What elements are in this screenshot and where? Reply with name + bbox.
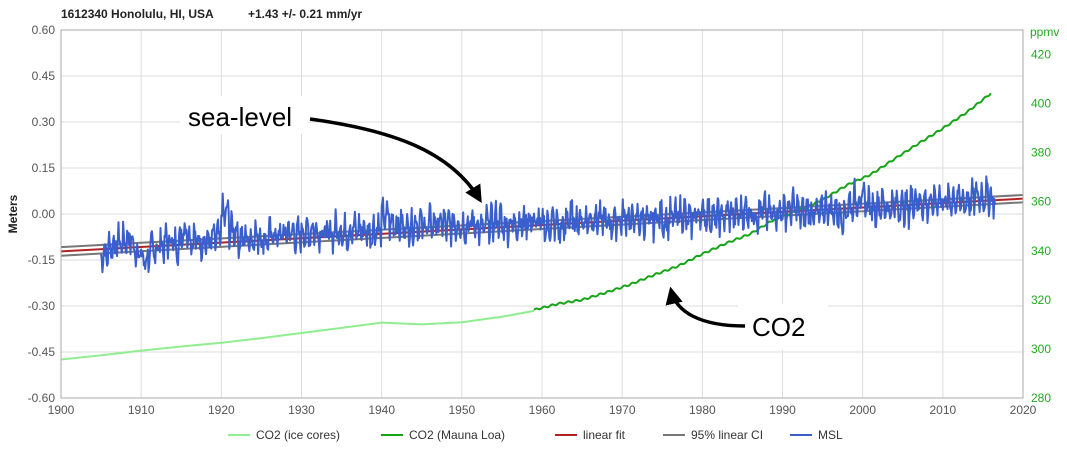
x-axis-ticks: 1900 1910 1920 1930 1940 1950 1960 1970 1980 1990… xyxy=(48,403,1037,417)
x-tick-label: 2010 xyxy=(929,403,956,417)
y-tick-label: 0.45 xyxy=(32,69,56,83)
annotation-co2-box xyxy=(738,304,828,350)
y2-tick-label: 420 xyxy=(1031,48,1051,62)
ci-lower-line xyxy=(61,201,1023,257)
x-tick-label: 2000 xyxy=(849,403,876,417)
annotation-sea-level: sea-level xyxy=(188,102,292,132)
legend: CO2 (ice cores) CO2 (Mauna Loa) linear fit… xyxy=(228,428,843,442)
x-tick-label: 1950 xyxy=(448,403,475,417)
y2-tick-label: 340 xyxy=(1031,244,1051,258)
y2-tick-label: 380 xyxy=(1031,146,1051,160)
y-tick-label: 0.30 xyxy=(32,115,56,129)
y-tick-label: 0.00 xyxy=(32,207,56,221)
chart-title-station: 1612340 Honolulu, HI, USA xyxy=(61,7,214,21)
left-axis-ticks: 0.60 0.45 0.30 0.15 0.00 -0.15 -0.30 -0.45 -0.60 xyxy=(28,23,56,405)
y-axis-label: Meters xyxy=(6,194,20,233)
legend-label: CO2 (Mauna Loa) xyxy=(409,428,505,442)
x-tick-label: 1960 xyxy=(529,403,556,417)
y-tick-label: -0.45 xyxy=(28,345,56,359)
x-tick-label: 1980 xyxy=(689,403,716,417)
legend-label: CO2 (ice cores) xyxy=(256,428,340,442)
plot-frame xyxy=(60,29,1024,399)
y-tick-label: -0.60 xyxy=(28,391,56,405)
co2-arrow xyxy=(665,286,746,328)
linear-fit-line xyxy=(61,197,1023,253)
right-axis-label: ppmv xyxy=(1030,25,1059,39)
y-tick-label: -0.15 xyxy=(28,253,56,267)
y2-tick-label: 280 xyxy=(1031,391,1051,405)
annotation-co2: CO2 xyxy=(752,312,805,342)
right-axis-ticks: 420 400 380 360 340 320 300 280 xyxy=(1031,48,1051,405)
legend-label: 95% linear CI xyxy=(691,428,763,442)
legend-item: linear fit xyxy=(555,428,626,442)
x-tick-label: 1920 xyxy=(208,403,235,417)
x-tick-label: 1930 xyxy=(288,403,315,417)
x-tick-label: 1940 xyxy=(368,403,395,417)
x-tick-label: 2020 xyxy=(1010,403,1037,417)
legend-label: linear fit xyxy=(583,428,626,442)
x-tick-label: 1990 xyxy=(769,403,796,417)
legend-item: CO2 (ice cores) xyxy=(228,428,340,442)
msl-line xyxy=(100,175,996,274)
y2-tick-label: 400 xyxy=(1031,97,1051,111)
legend-label: MSL xyxy=(818,428,843,442)
co2-ice-cores-line xyxy=(61,309,535,361)
y-tick-label: -0.30 xyxy=(28,299,56,313)
co2-mauna-loa-line xyxy=(533,92,992,311)
annotations: sea-level CO2 xyxy=(180,96,828,350)
sea-level-arrow xyxy=(309,117,482,203)
x-tick-label: 1910 xyxy=(128,403,155,417)
x-tick-label: 1900 xyxy=(48,403,75,417)
y2-tick-label: 300 xyxy=(1031,342,1051,356)
legend-item: MSL xyxy=(790,428,843,442)
y2-tick-label: 360 xyxy=(1031,195,1051,209)
y2-tick-label: 320 xyxy=(1031,293,1051,307)
x-tick-label: 1970 xyxy=(609,403,636,417)
legend-item: 95% linear CI xyxy=(663,428,763,442)
y-tick-label: 0.15 xyxy=(32,161,56,175)
chart-title-trend: +1.43 +/- 0.21 mm/yr xyxy=(248,7,362,21)
series-layer xyxy=(61,92,1023,361)
annotation-sea-level-box xyxy=(180,96,308,134)
legend-item: CO2 (Mauna Loa) xyxy=(381,428,505,442)
y-tick-label: 0.60 xyxy=(32,23,56,37)
